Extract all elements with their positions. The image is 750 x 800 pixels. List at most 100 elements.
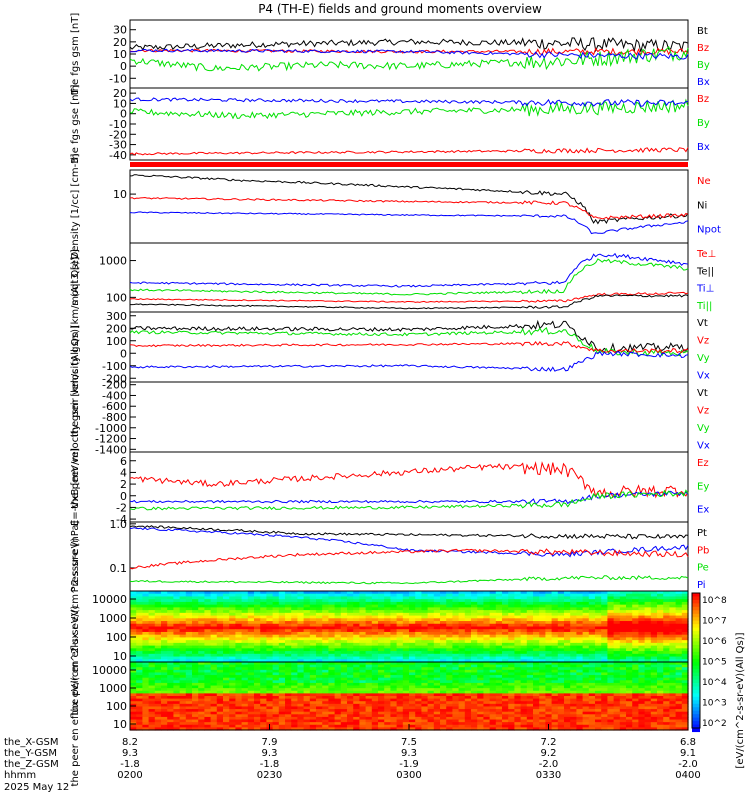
spectrogram-cell — [619, 593, 627, 598]
spectrogram-cell — [185, 607, 193, 611]
spectrogram-cell — [204, 653, 212, 658]
spectrogram-cell — [204, 688, 212, 692]
spectrogram-cell — [266, 596, 274, 600]
spectrogram-cell — [669, 698, 677, 702]
colorbar-swatch — [692, 721, 700, 726]
spectrogram-cell — [613, 591, 621, 595]
spectrogram-cell — [427, 601, 435, 606]
spectrogram-cell — [409, 621, 416, 625]
spectrogram-cell — [669, 656, 677, 660]
spectrogram-cell — [185, 685, 193, 689]
spectrogram-cell — [247, 667, 255, 671]
spectrogram-cell — [198, 698, 205, 702]
spectrogram-cell — [619, 706, 627, 710]
spectrogram-cell — [247, 601, 255, 606]
spectrogram-cell — [675, 651, 683, 655]
spectrogram-cell — [613, 714, 621, 718]
spectrogram-cell — [595, 667, 602, 671]
spectrogram-cell — [384, 727, 391, 731]
spectrogram-cell — [582, 685, 590, 689]
y-axis-label: the peir en eflux eV/(cm^2-s-sr-eV) — [70, 538, 81, 716]
spectrogram-cell — [210, 690, 218, 694]
spectrogram-cell — [619, 642, 627, 647]
spectrogram-cell — [477, 727, 484, 731]
spectrogram-cell — [483, 669, 491, 674]
spectrogram-cell — [198, 724, 205, 728]
spectrogram-cell — [229, 618, 236, 622]
spectrogram-cell — [681, 722, 689, 726]
spectrogram-cell — [353, 719, 360, 723]
spectrogram-cell — [582, 693, 590, 697]
spectrogram-cell — [427, 719, 435, 723]
spectrogram-cell — [421, 677, 429, 681]
spectrogram-cell — [464, 698, 472, 702]
spectrogram-cell — [353, 711, 360, 715]
spectrogram-cell — [415, 645, 422, 649]
spectrogram-cell — [278, 698, 286, 702]
spectrogram-cell — [551, 701, 559, 705]
spectrogram-cell — [421, 714, 429, 718]
spectrogram-cell — [514, 659, 522, 663]
spectrogram-cell — [278, 690, 286, 694]
spectrogram-cell — [241, 667, 249, 671]
spectrogram-cell — [446, 693, 453, 697]
spectrogram-cell — [316, 714, 323, 718]
spectrogram-cell — [440, 690, 447, 694]
spectrogram-cell — [675, 618, 683, 622]
spectrogram-cell — [595, 669, 602, 674]
spectrogram-cell — [365, 688, 373, 692]
spectrogram-cell — [657, 677, 664, 681]
spectrogram-cell — [489, 682, 497, 687]
spectrogram-cell — [322, 706, 329, 710]
spectrogram-cell — [378, 626, 385, 630]
spectrogram-cell — [495, 714, 503, 718]
spectrogram-cell — [483, 714, 491, 718]
spectrogram-cell — [638, 672, 646, 676]
spectrogram-cell — [216, 596, 224, 600]
spectrogram-cell — [557, 645, 565, 649]
spectrogram-cell — [533, 709, 540, 713]
spectrogram-cell — [285, 648, 292, 652]
spectrogram-cell — [278, 634, 286, 639]
spectrogram-cell — [359, 607, 367, 611]
spectrogram-cell — [192, 591, 199, 595]
spectrogram-cell — [285, 685, 292, 689]
spectrogram-cell — [260, 642, 267, 647]
spectrogram-cell — [285, 698, 292, 702]
spectrogram-cell — [378, 667, 385, 671]
spectrogram-cell — [297, 604, 305, 608]
spectrogram-cell — [210, 682, 218, 687]
spectrogram-cell — [204, 642, 212, 647]
spectrogram-cell — [526, 629, 534, 633]
colorbar-swatch — [692, 593, 700, 598]
x-tick-ygsm: 9.3 — [401, 748, 417, 759]
spectrogram-cell — [247, 623, 255, 628]
spectrogram-cell — [533, 629, 540, 633]
spectrogram-cell — [570, 709, 577, 713]
spectrogram-cell — [328, 685, 336, 689]
spectrogram-cell — [464, 667, 472, 671]
spectrogram-cell — [402, 612, 410, 617]
spectrogram-cell — [179, 677, 187, 681]
spectrogram-cell — [520, 711, 528, 715]
series-Bz — [129, 147, 689, 156]
spectrogram-cell — [495, 623, 503, 628]
colorbar-swatch — [692, 624, 700, 629]
spectrogram-cell — [483, 604, 491, 608]
spectrogram-cell — [570, 688, 577, 692]
spectrogram-cell — [669, 727, 677, 731]
spectrogram-cell — [216, 727, 224, 731]
spectrogram-cell — [297, 631, 305, 636]
spectrogram-cell — [309, 621, 317, 625]
spectrogram-cell — [328, 631, 336, 636]
spectrogram-cell — [502, 672, 509, 676]
spectrogram-cell — [415, 716, 422, 721]
spectrogram-cell — [247, 591, 255, 595]
spectrogram-cell — [154, 701, 162, 705]
spectrogram-cell — [185, 648, 193, 652]
spectrogram-cell — [303, 709, 311, 713]
spectrogram-cell — [514, 690, 522, 694]
spectrogram-cell — [216, 601, 224, 606]
spectrogram-cell — [650, 693, 658, 697]
spectrogram-cell — [260, 719, 267, 723]
